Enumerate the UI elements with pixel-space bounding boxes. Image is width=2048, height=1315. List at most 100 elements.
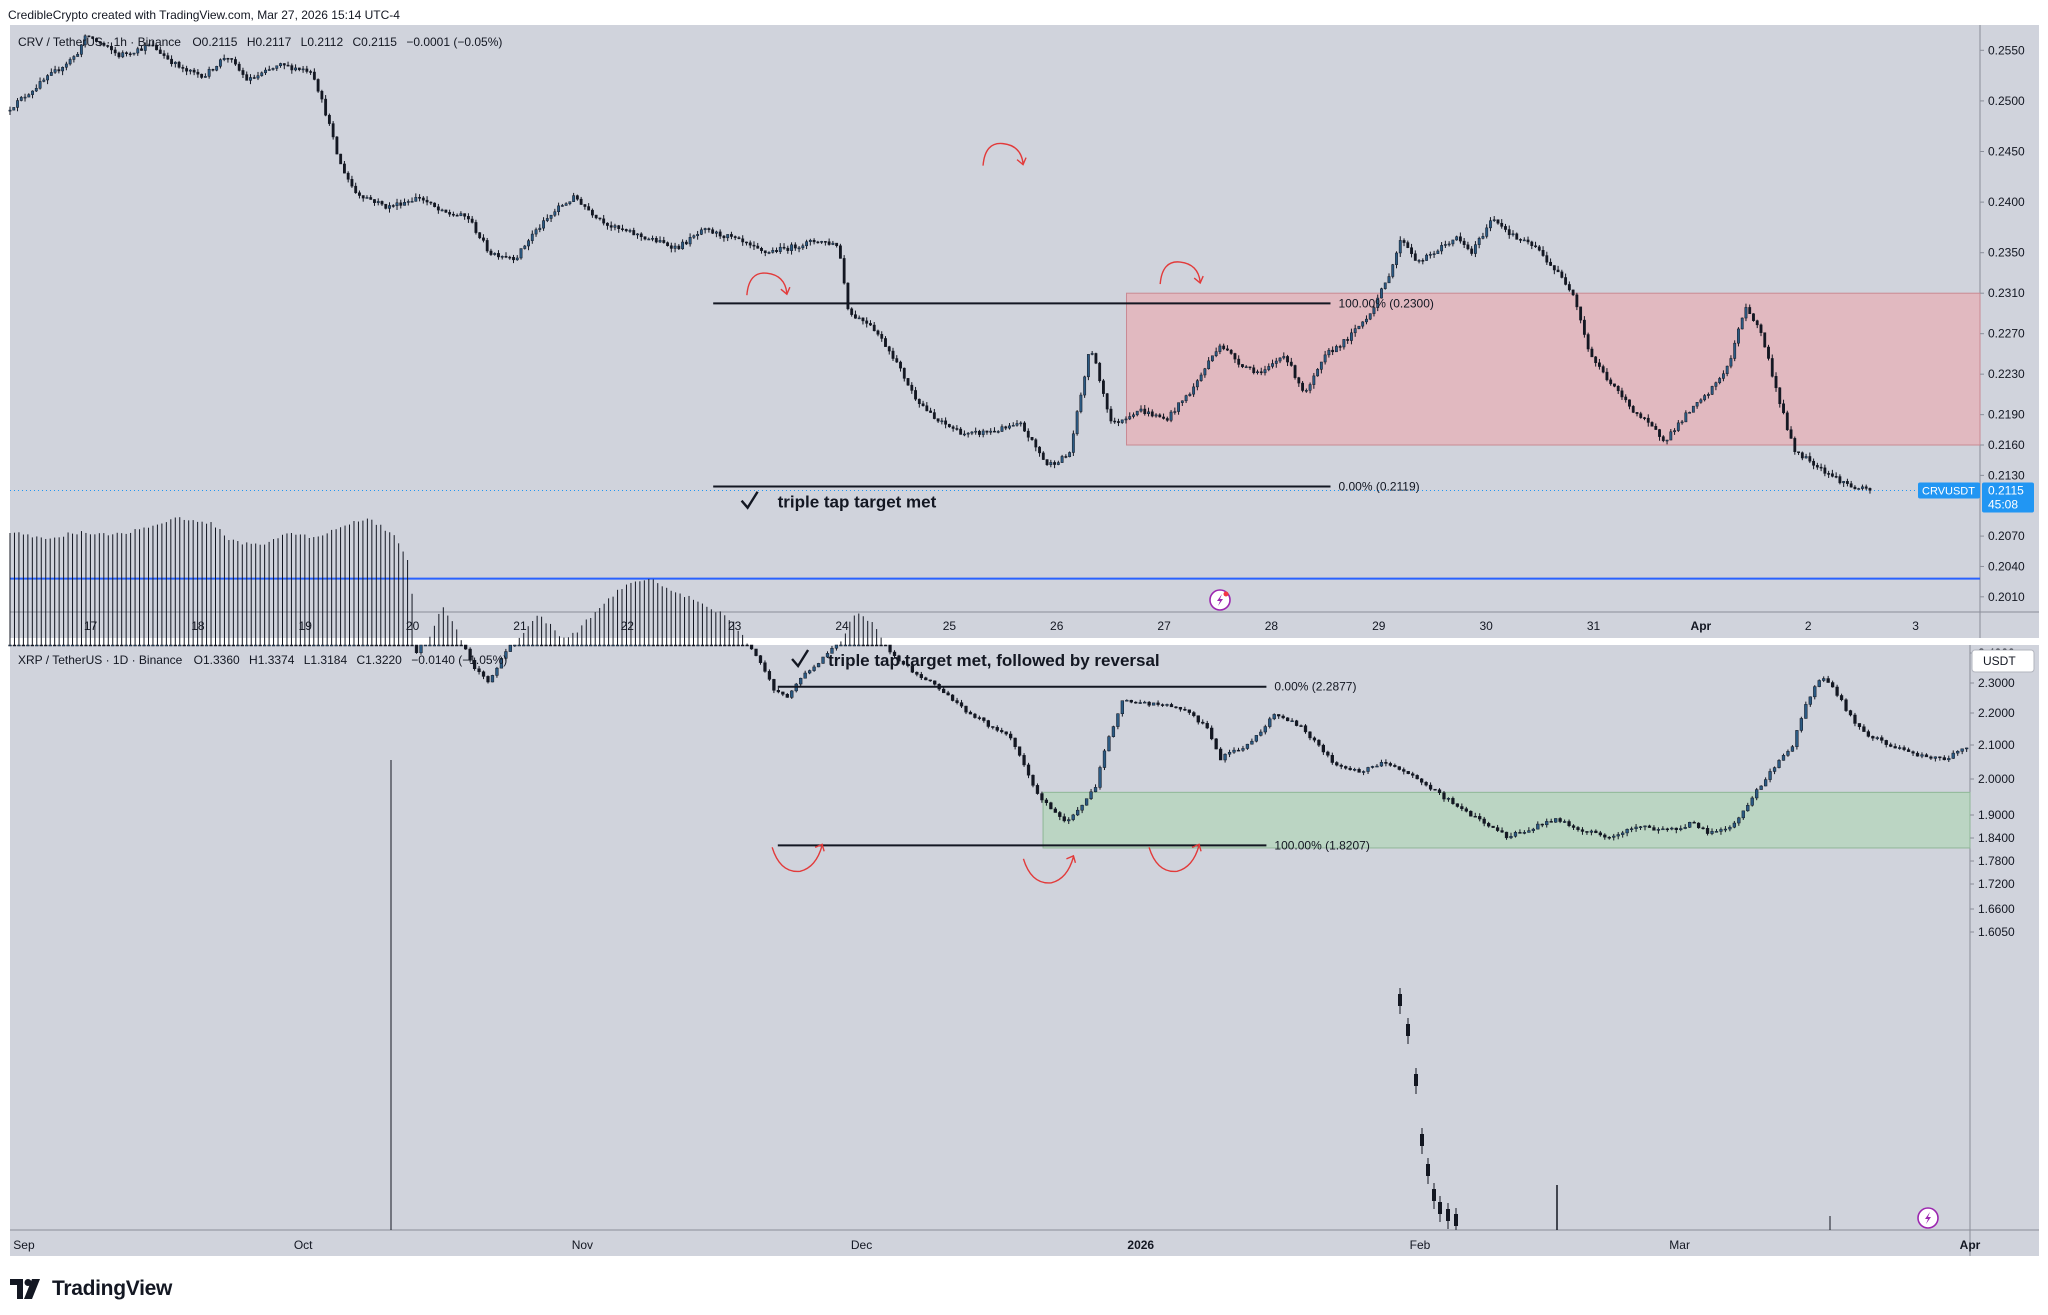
xrp-price-axis[interactable]	[1970, 645, 2039, 1230]
candle	[928, 679, 932, 682]
xrp-time-axis[interactable]	[10, 1230, 2039, 1256]
candle	[61, 66, 65, 76]
candle	[1965, 747, 1969, 752]
candle	[917, 398, 921, 408]
candle	[1763, 332, 1767, 348]
candle	[1455, 803, 1460, 808]
candle	[869, 320, 872, 326]
candle	[1778, 387, 1782, 408]
candle	[384, 203, 388, 210]
candle	[489, 248, 493, 256]
candle	[316, 536, 320, 647]
candle	[711, 227, 715, 235]
candle	[1169, 409, 1173, 423]
crv-time-axis[interactable]	[10, 612, 2039, 638]
candle	[1960, 748, 1964, 755]
candle	[1433, 788, 1437, 791]
candle	[421, 196, 425, 204]
crv-chart-panel[interactable]: 100.00% (0.2300) 0.00% (0.2119) triple ta…	[8, 25, 2039, 638]
candle	[405, 560, 410, 647]
candle	[321, 535, 325, 647]
candle	[910, 382, 914, 394]
candle	[1195, 379, 1199, 391]
candle	[350, 175, 354, 188]
candle	[93, 534, 97, 647]
candle	[526, 626, 530, 647]
candle	[880, 331, 884, 342]
xrp-chart-panel[interactable]: 0.00% (2.2877) 100.00% (1.8207) triple ta…	[8, 517, 2039, 1256]
price-tick-label: 0.2270	[1988, 327, 2025, 341]
crv-fib-levels[interactable]: 100.00% (0.2300) 0.00% (0.2119)	[713, 296, 1434, 494]
price-tick-label: 2.0000	[1978, 772, 2015, 786]
candle	[1808, 452, 1812, 464]
candle	[241, 67, 245, 78]
candle	[1571, 289, 1575, 297]
candle	[1282, 352, 1286, 360]
candle	[785, 693, 789, 698]
time-tick-label: 3	[1912, 619, 1919, 633]
candle	[1875, 736, 1879, 741]
candle	[901, 660, 906, 666]
crv-lightning-icon[interactable]	[1209, 589, 1231, 611]
tradingview-logo[interactable]: TradingView	[10, 1277, 172, 1301]
candle	[1680, 419, 1684, 425]
candle	[843, 633, 848, 647]
candle	[1420, 1128, 1424, 1154]
candle	[1272, 713, 1276, 721]
candle	[1684, 410, 1688, 423]
candle	[1432, 1183, 1436, 1209]
candle	[1196, 715, 1200, 725]
candle	[838, 243, 842, 259]
candle	[1537, 245, 1541, 252]
price-tick-label: 1.8400	[1978, 831, 2015, 845]
candle	[1316, 368, 1320, 377]
xrp-lightning-icon[interactable]	[1917, 1207, 1939, 1229]
candle	[850, 307, 854, 317]
candle	[539, 616, 544, 647]
candle	[1090, 351, 1094, 356]
candle	[48, 538, 52, 647]
candle	[133, 529, 137, 647]
candle	[365, 518, 370, 647]
candle	[884, 336, 887, 347]
candle	[1348, 765, 1352, 771]
candle	[1169, 702, 1174, 708]
candle	[436, 203, 440, 214]
candle	[195, 521, 200, 647]
candle	[835, 242, 839, 248]
crv-high: H0.2117	[247, 35, 292, 49]
candle	[1357, 325, 1361, 330]
candle	[1391, 263, 1395, 279]
time-tick-label: Mar	[1669, 1238, 1690, 1252]
candle	[678, 593, 682, 647]
candle	[866, 620, 870, 647]
candle	[1616, 385, 1620, 395]
candle	[1567, 281, 1571, 292]
candle	[1706, 392, 1710, 399]
candle	[714, 612, 718, 647]
crv-price-axis[interactable]	[1980, 25, 2039, 612]
time-tick-label: Feb	[1410, 1238, 1431, 1252]
candle	[1086, 354, 1090, 381]
candle	[211, 68, 215, 72]
candle	[1000, 424, 1004, 432]
candle	[1321, 743, 1326, 755]
candle	[181, 64, 185, 73]
candle	[240, 544, 244, 647]
candle	[499, 656, 504, 669]
candle	[602, 214, 606, 226]
candle	[237, 61, 241, 72]
candle	[1458, 232, 1462, 244]
xrp-currency-badge[interactable]: USDT	[1971, 649, 2035, 673]
candle	[294, 534, 298, 647]
candle	[30, 537, 34, 647]
candle	[200, 73, 204, 79]
candle	[1004, 731, 1008, 736]
candle	[173, 517, 177, 647]
candle	[1643, 416, 1646, 421]
candle	[959, 699, 964, 709]
candle	[124, 533, 128, 647]
xrp-fib-levels[interactable]: 0.00% (2.2877) 100.00% (1.8207)	[777, 680, 1370, 853]
candle	[482, 234, 485, 243]
candle	[490, 674, 495, 683]
